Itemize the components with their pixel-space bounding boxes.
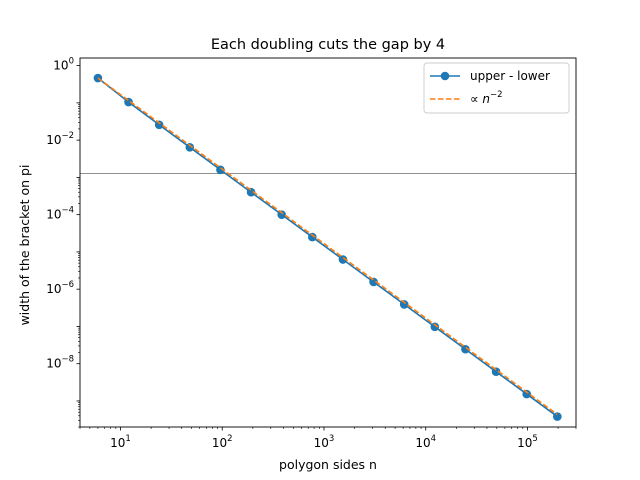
x-tick-label: 103 bbox=[314, 434, 335, 450]
x-tick-exponent: 4 bbox=[431, 434, 436, 444]
x-tick-label: 102 bbox=[212, 434, 233, 450]
x-tick-base: 10 bbox=[314, 436, 329, 450]
data-point bbox=[185, 142, 195, 152]
x-axis: 101 102 103 104 105 bbox=[79, 427, 577, 450]
legend-label-variable: n bbox=[482, 92, 490, 106]
legend-label-prefix: ∝ bbox=[470, 92, 482, 106]
x-tick-label: 105 bbox=[517, 434, 538, 450]
y-tick-exponent: −2 bbox=[61, 131, 74, 141]
x-tick-base: 10 bbox=[517, 436, 532, 450]
data-point bbox=[246, 187, 256, 197]
chart-title: Each doubling cuts the gap by 4 bbox=[211, 37, 445, 53]
legend-marker-upper-lower bbox=[440, 71, 450, 81]
y-tick-base: 10 bbox=[46, 133, 61, 147]
legend-box bbox=[423, 62, 570, 114]
y-tick-label: 10−8 bbox=[46, 355, 74, 371]
y-tick-base: 10 bbox=[46, 357, 61, 371]
data-point bbox=[522, 389, 532, 399]
x-tick-exponent: 1 bbox=[125, 434, 130, 444]
y-axis-label: width of the bracket on pi bbox=[17, 165, 32, 326]
data-point bbox=[216, 165, 225, 175]
y-tick-label: 10−2 bbox=[46, 131, 74, 147]
y-tick-label: 10−6 bbox=[46, 280, 74, 296]
data-point bbox=[338, 255, 348, 264]
data-point bbox=[124, 97, 133, 107]
x-tick-base: 10 bbox=[415, 436, 430, 450]
series-line-n-inverse-square bbox=[97, 77, 558, 416]
data-point bbox=[154, 120, 164, 130]
legend-label-exponent: −2 bbox=[490, 90, 503, 100]
x-tick-base: 10 bbox=[110, 436, 125, 450]
y-tick-exponent: 0 bbox=[69, 57, 74, 67]
data-point bbox=[430, 322, 440, 332]
y-tick-exponent: −4 bbox=[61, 206, 74, 216]
plot-frame bbox=[79, 57, 577, 428]
data-point bbox=[461, 344, 470, 354]
series-markers-upper-lower bbox=[93, 73, 562, 421]
y-tick-exponent: −6 bbox=[61, 280, 74, 290]
data-point bbox=[553, 412, 562, 421]
y-tick-base: 10 bbox=[53, 59, 68, 73]
x-tick-base: 10 bbox=[212, 436, 227, 450]
y-tick-label: 10−4 bbox=[46, 206, 74, 222]
y-tick-base: 10 bbox=[46, 282, 61, 296]
series-line-upper-lower bbox=[97, 77, 558, 418]
legend-label-upper-lower: upper - lower bbox=[470, 69, 550, 83]
x-tick-exponent: 3 bbox=[329, 434, 334, 444]
legend: upper - lower ∝ n−2 bbox=[423, 62, 570, 114]
x-tick-label: 104 bbox=[415, 434, 436, 450]
data-point bbox=[399, 300, 409, 309]
x-tick-label: 101 bbox=[110, 434, 131, 450]
y-tick-base: 10 bbox=[46, 208, 61, 222]
x-axis-label: polygon sides n bbox=[279, 457, 377, 472]
data-point bbox=[369, 277, 378, 287]
data-point bbox=[308, 232, 317, 242]
legend-label-n-inverse-square: ∝ n−2 bbox=[470, 90, 503, 106]
y-tick-label: 100 bbox=[53, 57, 74, 73]
y-tick-exponent: −8 bbox=[61, 355, 74, 365]
data-point bbox=[277, 210, 286, 219]
data-point bbox=[491, 367, 501, 376]
plot-area bbox=[79, 57, 577, 428]
x-tick-exponent: 2 bbox=[227, 434, 232, 444]
x-tick-exponent: 5 bbox=[532, 434, 537, 444]
